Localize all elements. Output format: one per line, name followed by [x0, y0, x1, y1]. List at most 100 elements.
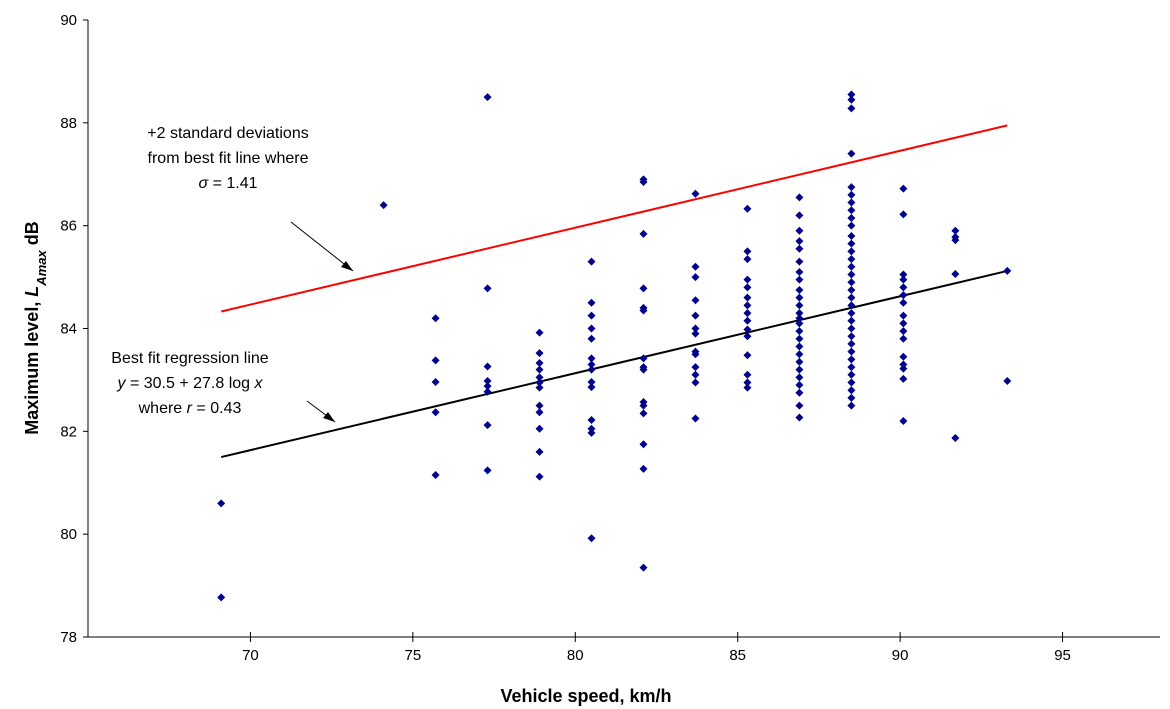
y-tick-label: 88 [60, 115, 77, 132]
axes [87, 20, 1160, 638]
data-point [795, 293, 804, 302]
data-point [743, 309, 752, 318]
series-lines [220, 124, 1008, 459]
data-point [483, 382, 492, 391]
data-point [639, 409, 648, 418]
data-point [899, 374, 908, 383]
data-point [847, 339, 856, 348]
data-point [847, 285, 856, 294]
fit-annot-line2: y = 30.5 + 27.8 log x [117, 375, 264, 392]
data-point [899, 184, 908, 193]
data-point [795, 211, 804, 220]
data-point [431, 356, 440, 365]
y-tick-label: 84 [60, 321, 77, 338]
data-point [691, 262, 700, 271]
data-point [795, 285, 804, 294]
data-point [691, 311, 700, 320]
data-point [847, 355, 856, 364]
data-point [483, 284, 492, 293]
fit-line-annotation: Best fit regression line y = 30.5 + 27.8… [111, 350, 336, 423]
data-point [1003, 266, 1012, 275]
data-point [587, 377, 596, 386]
data-point [639, 229, 648, 238]
data-point [743, 204, 752, 213]
data-point [691, 273, 700, 282]
data-point [847, 301, 856, 310]
data-point [743, 316, 752, 325]
x-axis-title: Vehicle speed, km/h [500, 686, 671, 706]
data-point [795, 319, 804, 328]
data-point [847, 401, 856, 410]
data-point [535, 378, 544, 387]
data-point [795, 388, 804, 397]
data-point [535, 373, 544, 382]
data-point [847, 90, 856, 99]
data-point [847, 183, 856, 192]
data-point [1003, 376, 1012, 385]
data-point [639, 464, 648, 473]
fit-r-prefix: where [138, 400, 187, 417]
data-point [795, 257, 804, 266]
fit-eq-x: x [254, 375, 264, 392]
data-point [899, 270, 908, 279]
data-point [795, 275, 804, 284]
data-point [899, 334, 908, 343]
data-point [847, 293, 856, 302]
ticks: 78 80 82 84 86 88 90 70 75 80 85 90 95 [60, 12, 1071, 664]
data-point [847, 149, 856, 158]
data-point [795, 237, 804, 246]
data-point [847, 95, 856, 104]
data-point [587, 383, 596, 392]
data-point [795, 413, 804, 422]
y-axis-title-sub: Amax [34, 250, 49, 287]
data-point [535, 349, 544, 358]
upper-annot-line2: from best fit line where [148, 150, 309, 167]
data-point [535, 401, 544, 410]
data-point [795, 267, 804, 276]
data-point [691, 329, 700, 338]
data-point [587, 311, 596, 320]
plus-2-sigma-line [220, 124, 1008, 313]
y-tick-label: 86 [60, 218, 77, 235]
data-point [743, 283, 752, 292]
data-point [795, 373, 804, 382]
data-point [639, 177, 648, 186]
data-point [691, 378, 700, 387]
data-point [483, 387, 492, 396]
fit-r-symbol: r [187, 400, 193, 417]
data-point [899, 364, 908, 373]
data-point [639, 365, 648, 374]
data-point [743, 332, 752, 341]
data-point [847, 213, 856, 222]
data-point [795, 314, 804, 323]
data-point [795, 301, 804, 310]
data-point [535, 424, 544, 433]
data-point [795, 357, 804, 366]
data-point [899, 327, 908, 336]
data-point [483, 466, 492, 475]
data-point [847, 221, 856, 230]
data-point [587, 324, 596, 333]
data-point [847, 363, 856, 372]
data-point [795, 309, 804, 318]
upper-line-annotation: +2 standard deviations from best fit lin… [147, 125, 354, 272]
data-point [795, 334, 804, 343]
data-point [639, 440, 648, 449]
data-point [535, 383, 544, 392]
data-point [691, 296, 700, 305]
data-point [951, 269, 960, 278]
y-axis-title-unit: dB [22, 221, 42, 250]
data-point [535, 447, 544, 456]
data-point [743, 293, 752, 302]
data-point [847, 324, 856, 333]
data-point [795, 381, 804, 390]
data-point [847, 206, 856, 215]
data-point [795, 193, 804, 202]
data-point [483, 376, 492, 385]
data-point [847, 347, 856, 356]
data-point [899, 360, 908, 369]
data-point [743, 378, 752, 387]
data-point [587, 416, 596, 425]
data-point [847, 255, 856, 264]
